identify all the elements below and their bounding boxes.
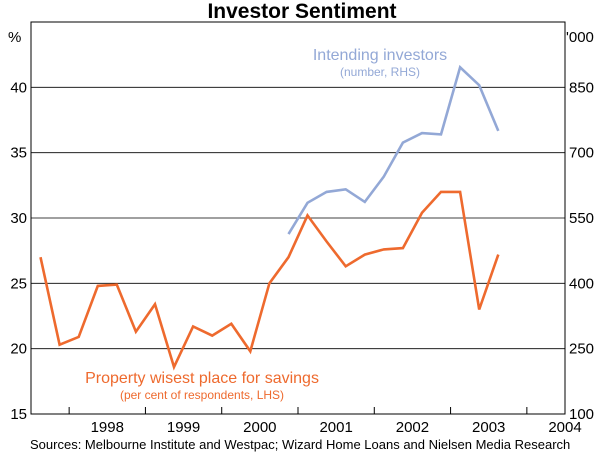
chart-title: Investor Sentiment <box>207 0 396 23</box>
right-axis-unit: '000 <box>566 29 594 46</box>
left-tick-label: 15 <box>10 406 27 423</box>
year-label: 1999 <box>167 419 200 435</box>
right-tick-label: 550 <box>569 210 594 227</box>
year-label: 2003 <box>472 419 505 435</box>
left-tick-label: 30 <box>10 210 27 227</box>
property-series-line <box>39 190 500 371</box>
left-tick-label: 35 <box>10 145 27 162</box>
year-label: 2004 <box>548 419 581 435</box>
property-sub: (per cent of respondents, LHS) <box>120 388 284 402</box>
right-tick-label: 250 <box>569 341 594 358</box>
left-tick-label: 20 <box>10 341 27 358</box>
year-label: 2001 <box>319 419 352 435</box>
year-label: 1998 <box>91 419 124 435</box>
investors-sub: (number, RHS) <box>340 65 420 79</box>
left-tick-label: 25 <box>10 275 27 292</box>
investors-series-line <box>287 64 500 235</box>
right-tick-label: 700 <box>569 145 594 162</box>
property-label: Property wisest place for savings <box>85 370 319 387</box>
investors-label: Intending investors <box>313 47 447 64</box>
sources-note: Sources: Melbourne Institute and Westpac… <box>30 437 571 452</box>
right-tick-label: 100 <box>569 406 594 423</box>
left-axis-unit: % <box>8 29 21 46</box>
left-tick-label: 40 <box>10 79 27 96</box>
year-label: 2002 <box>396 419 429 435</box>
year-label: 2000 <box>243 419 276 435</box>
right-tick-label: 850 <box>569 79 594 96</box>
investor-sentiment-chart: Investor Sentiment 15 100 20 250 25 400 30 550 3… <box>8 0 594 435</box>
right-tick-label: 400 <box>569 275 594 292</box>
